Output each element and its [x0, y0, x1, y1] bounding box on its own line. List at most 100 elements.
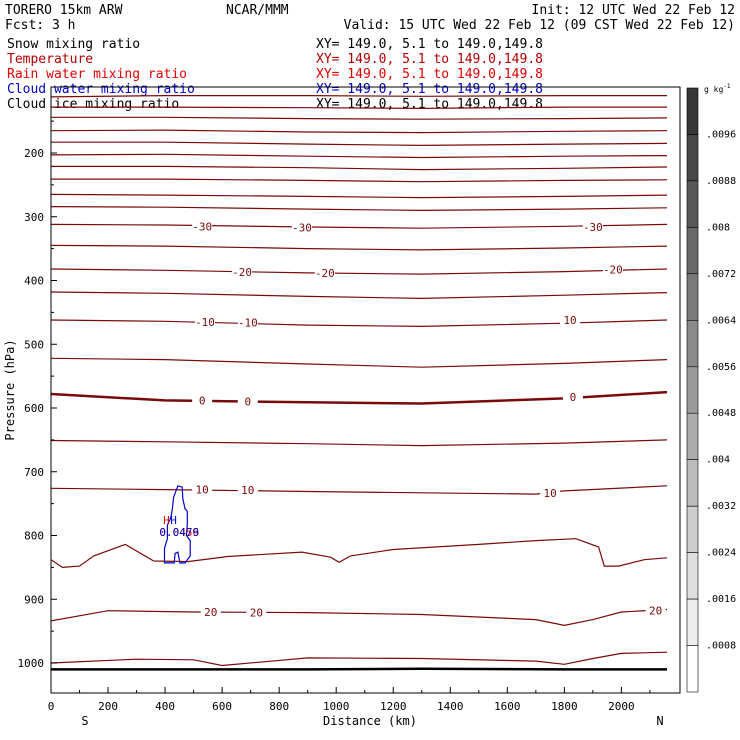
contour-label-bg	[246, 606, 267, 619]
isotherm-line	[51, 116, 668, 120]
colorbar-label: .0048	[706, 408, 736, 419]
max-marker: 0.0479	[159, 526, 199, 539]
contour-label: 0	[570, 391, 577, 404]
x-tick-label: 1600	[494, 700, 521, 713]
north-label: N	[656, 714, 663, 728]
x-tick-label: 1200	[380, 700, 407, 713]
field-list: Snow mixing ratio XY= 149.0, 5.1 to 149.0…	[7, 37, 543, 112]
contour-label-bg	[237, 316, 258, 329]
isotherm-line	[51, 165, 668, 171]
colorbar-label: .0016	[706, 594, 736, 605]
isotherm-line	[51, 129, 668, 134]
plot-frame	[50, 86, 681, 694]
contour-label-bg	[314, 266, 335, 279]
colorbar: .0096 .0088 .008 .0072 .0064 .0056 .0048 .004 .0…	[686, 87, 736, 693]
field-label: Temperature	[7, 52, 93, 67]
colorbar-segment	[686, 366, 699, 414]
colorbar-label: .0088	[706, 176, 736, 187]
contour-label-bg	[562, 391, 583, 404]
isotherm-line	[51, 319, 668, 328]
isotherm-line	[51, 106, 667, 110]
contour-label-bg	[237, 484, 258, 497]
org-label: NCAR/MMM	[226, 3, 289, 18]
colorbar-segment	[686, 598, 699, 646]
y-tick-label: 600	[24, 402, 44, 415]
forecast-hour: Fcst: 3 h	[5, 18, 75, 33]
x-tick-label: 600	[212, 700, 232, 713]
contour-label-bg	[560, 314, 581, 327]
colorbar-label: .0056	[706, 362, 736, 373]
contour-label: -20	[315, 267, 335, 280]
y-tick-label: 300	[24, 211, 44, 224]
colorbar-label: .004	[706, 455, 730, 466]
y-axis-title: Pressure (hPa)	[3, 339, 17, 440]
colorbar-label: .0064	[706, 315, 736, 326]
contour-label: -10	[238, 317, 258, 330]
contour-label-bg	[540, 486, 561, 499]
model-title: TORERO 15km ARW	[5, 3, 123, 18]
colorbar-segment	[686, 552, 699, 600]
x-tick-label: 1400	[437, 700, 464, 713]
y-axis: 200 300 400 500 600 700 800 900 1000	[18, 120, 57, 670]
contour-label-bg	[192, 483, 213, 496]
isotherm-line	[51, 538, 668, 569]
contour-label: 20	[250, 607, 263, 620]
field-xy: XY= 149.0, 5.1 to 149.0,149.8	[316, 67, 543, 82]
y-tick-label: 500	[24, 338, 44, 351]
field-xy: XY= 149.0, 5.1 to 149.0,149.8	[316, 82, 543, 97]
colorbar-segment	[686, 227, 699, 275]
colorbar-segment	[686, 505, 699, 554]
contour-label-bg	[645, 604, 666, 617]
isotherm-line	[51, 206, 668, 212]
x-axis: 0 200 400 600 800 1000 1200 1400 1600 1800 2000	[48, 687, 651, 713]
colorbar-segment	[686, 273, 699, 321]
header: TORERO 15km ARW NCAR/MMM Init: 12 UTC We…	[5, 3, 735, 33]
x-tick-label: 800	[269, 700, 289, 713]
x-axis-title: Distance (km)	[323, 714, 417, 728]
max-marker: 0.0456	[159, 526, 199, 539]
colorbar-segment	[686, 645, 699, 693]
field-xy: XY= 149.0, 5.1 to 149.0,149.8	[316, 97, 543, 112]
surface-line	[51, 667, 667, 671]
isotherm-line	[51, 94, 667, 98]
contour-label: -10	[195, 316, 215, 329]
colorbar-label: .0032	[706, 501, 736, 512]
x-tick-label: 0	[48, 700, 55, 713]
field-label: Cloud water mixing ratio	[7, 82, 195, 97]
y-tick-label: 700	[24, 466, 44, 479]
field-label: Snow mixing ratio	[7, 37, 140, 52]
isotherm-line	[51, 608, 668, 627]
y-tick-label: 200	[24, 147, 44, 160]
contour-label: 10	[241, 484, 254, 497]
isotherm-line	[51, 223, 668, 229]
contour-label: -20	[232, 266, 252, 279]
contour-label-bg	[291, 221, 312, 234]
y-tick-label: 1000	[18, 657, 45, 670]
colorbar-label: .0072	[706, 269, 736, 280]
isotherm-line	[51, 485, 668, 495]
max-marker: H	[170, 514, 177, 527]
y-tick-label: 800	[24, 530, 44, 543]
x-tick-label: 400	[155, 700, 175, 713]
contour-label-bg	[192, 220, 213, 233]
contour-label-bg	[195, 315, 216, 328]
colorbar-segment	[686, 412, 699, 461]
colorbar-segment	[686, 459, 699, 507]
colorbar-segment	[686, 134, 699, 182]
field-label: Rain water mixing ratio	[7, 67, 187, 82]
colorbar-label: .0008	[706, 641, 736, 652]
contour-label: 10	[563, 314, 576, 327]
isotherm-line	[51, 244, 668, 251]
colorbar-segment	[686, 87, 699, 135]
field-label: Cloud ice mixing ratio	[7, 97, 179, 112]
contour-label: 0	[244, 396, 251, 409]
contour-layer: -30 -30 -30 -20 -20 -20 -10 -10 10 0 0 0 10 10 10 20 20 2…	[51, 94, 668, 671]
contour-label: -30	[292, 222, 312, 235]
x-tick-label: 2000	[608, 700, 635, 713]
isotherm-line	[51, 439, 668, 447]
colorbar-label: .0024	[706, 548, 736, 559]
isotherm-line	[51, 178, 668, 183]
contour-label: -30	[192, 220, 212, 233]
colorbar-label: .008	[706, 222, 730, 233]
isotherm-line	[51, 268, 668, 275]
